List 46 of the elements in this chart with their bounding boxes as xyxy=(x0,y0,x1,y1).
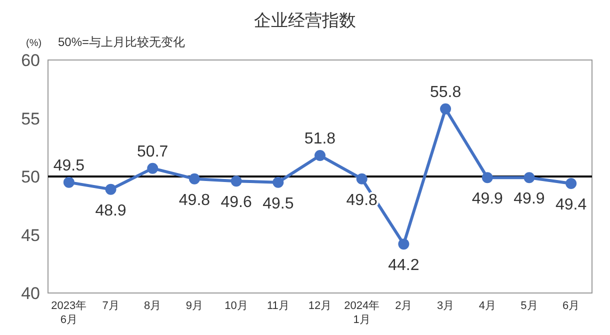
data-label: 50.7 xyxy=(137,143,168,160)
y-tick-label: 60 xyxy=(21,51,40,70)
data-label: 55.8 xyxy=(430,84,462,101)
x-tick-label: 10月 xyxy=(224,300,248,312)
x-tick-label: 3月 xyxy=(436,300,454,312)
x-tick-label: 2023年 6月 xyxy=(51,300,87,326)
y-axis-title: (%) xyxy=(26,38,42,49)
data-label: 49.6 xyxy=(220,194,252,212)
y-tick-label: 45 xyxy=(21,226,40,245)
y-tick-label: 55 xyxy=(21,109,40,128)
x-tick-label: 8月 xyxy=(144,300,162,312)
y-tick-label: 40 xyxy=(21,284,40,303)
point xyxy=(188,173,200,184)
data-label: 49.5 xyxy=(262,195,294,212)
point xyxy=(398,238,410,250)
chart-title: 企业经营指数 xyxy=(254,11,356,30)
x-tick-label: 5月 xyxy=(520,300,538,312)
point xyxy=(272,176,284,188)
point xyxy=(440,103,452,114)
data-label: 44.2 xyxy=(388,257,420,274)
point xyxy=(63,176,74,188)
point xyxy=(524,172,535,184)
x-tick-label: 11月 xyxy=(266,300,290,312)
point xyxy=(314,150,326,162)
point xyxy=(566,178,577,189)
x-tick-label: 7月 xyxy=(102,300,120,312)
y-tick-label: 50 xyxy=(21,168,40,186)
x-tick-label: 2月 xyxy=(395,300,412,312)
x-tick-label: 9月 xyxy=(186,300,204,312)
x-tick-label: 12月 xyxy=(308,300,332,312)
point xyxy=(147,162,158,174)
data-label: 49.8 xyxy=(178,192,210,209)
point xyxy=(356,173,368,184)
point xyxy=(230,176,242,187)
x-tick-label: 4月 xyxy=(478,300,496,312)
data-label: 48.9 xyxy=(95,202,126,220)
x-tick-label: 2024年 1月 xyxy=(344,300,380,326)
data-label: 49.9 xyxy=(514,190,545,208)
x-tick-label: 6月 xyxy=(562,300,580,312)
data-label: 49.4 xyxy=(556,196,587,214)
chart-subtitle: 50%=与上月比较无变化 xyxy=(58,35,186,49)
data-label: 49.5 xyxy=(53,157,85,174)
data-label: 51.8 xyxy=(304,130,336,148)
data-label: 49.9 xyxy=(472,190,504,208)
point xyxy=(482,172,493,184)
point xyxy=(105,184,116,195)
